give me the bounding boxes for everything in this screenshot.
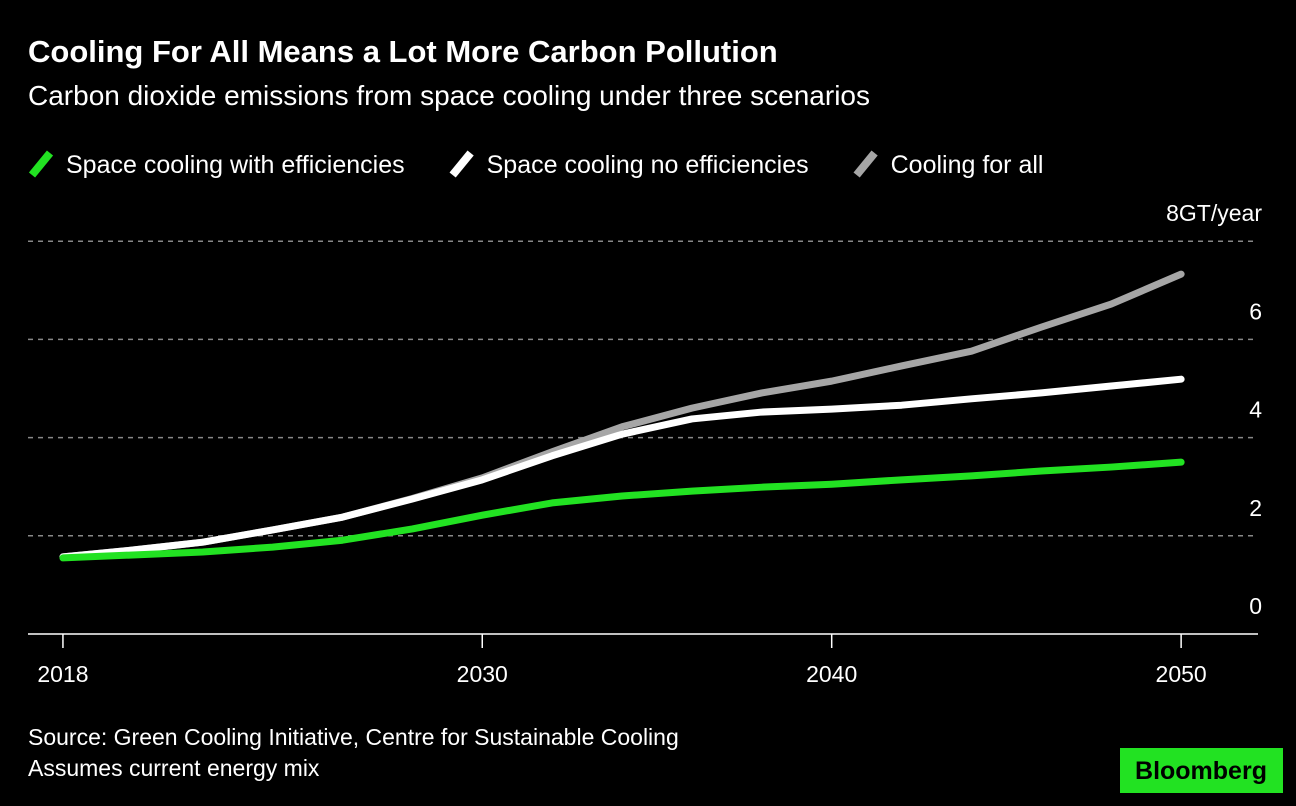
legend-swatch bbox=[449, 150, 474, 178]
brand: Bloomberg bbox=[1135, 757, 1267, 785]
y-tick-label: 2 bbox=[1249, 495, 1262, 521]
legend-label: Cooling for all bbox=[891, 151, 1044, 179]
x-tick-label: 2018 bbox=[37, 661, 88, 687]
legend-swatch bbox=[853, 150, 878, 178]
note: Assumes current energy mix bbox=[28, 755, 320, 781]
chart-title: Cooling For All Means a Lot More Carbon … bbox=[28, 34, 778, 69]
legend-label: Space cooling with efficiencies bbox=[66, 151, 405, 179]
y-tick-label: 6 bbox=[1249, 298, 1262, 324]
x-tick-label: 2030 bbox=[457, 661, 508, 687]
series-line bbox=[59, 375, 1185, 561]
x-tick-label: 2040 bbox=[806, 661, 857, 687]
chart-subtitle: Carbon dioxide emissions from space cool… bbox=[28, 80, 870, 111]
y-tick-label: 0 bbox=[1249, 593, 1262, 619]
brand-box bbox=[1120, 748, 1283, 793]
series-line bbox=[59, 458, 1185, 562]
series-line bbox=[59, 270, 1185, 561]
y-tick-label: 4 bbox=[1249, 397, 1262, 423]
y-tick-label: 8GT/year bbox=[1166, 200, 1262, 226]
x-tick-label: 2050 bbox=[1156, 661, 1207, 687]
legend-swatch bbox=[28, 150, 54, 178]
source: Source: Green Cooling Initiative, Centre… bbox=[28, 724, 679, 750]
legend-label: Space cooling no efficiencies bbox=[487, 151, 809, 179]
